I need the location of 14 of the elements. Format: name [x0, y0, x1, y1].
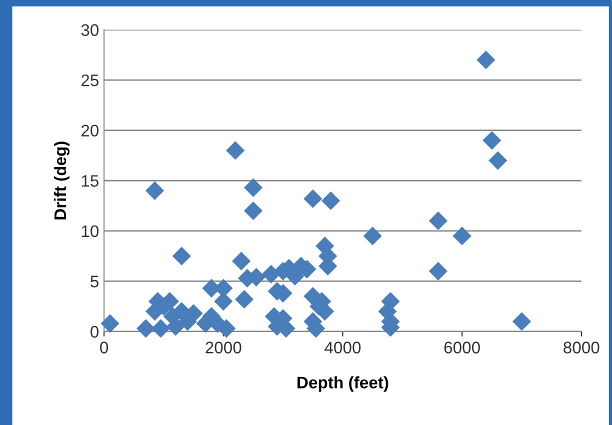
y-tick-label: 5	[90, 276, 98, 288]
y-tick-label: 10	[82, 225, 99, 238]
x-tick-label: 8000	[564, 342, 600, 354]
x-axis-title: Depth (feet)	[298, 376, 388, 392]
y-tick-label: 25	[81, 74, 98, 86]
y-tick-label: 0	[90, 326, 99, 338]
x-tick-label: 0	[100, 342, 108, 354]
y-tick-label: 15	[82, 175, 98, 187]
y-tick-label: 20	[81, 124, 99, 137]
x-tick-label: 6000	[444, 342, 480, 354]
y-tick-label: 30	[81, 24, 99, 36]
y-axis-title: Drift (deg)	[54, 142, 70, 220]
x-tick-label: 4000	[324, 342, 361, 354]
x-tick-label: 2000	[206, 342, 242, 354]
